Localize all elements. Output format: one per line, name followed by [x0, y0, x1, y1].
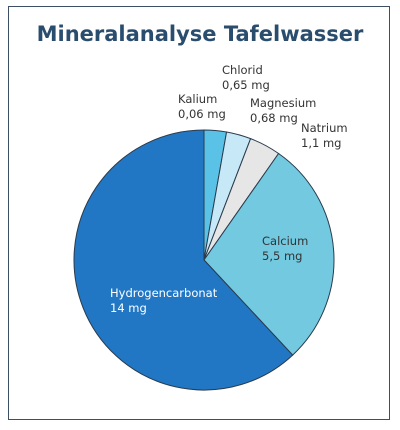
chart-title: Mineralanalyse Tafelwasser — [36, 22, 364, 46]
slice-name-magnesium: Magnesium — [250, 96, 316, 110]
slice-name-natrium: Natrium — [301, 121, 348, 135]
slice-value-natrium: 1,1 mg — [301, 136, 341, 150]
slice-name-hydrogencarbonat: Hydrogencarbonat — [110, 286, 218, 300]
pie-slice-hydrogencarbonat — [73, 129, 294, 391]
slice-name-kalium: Kalium — [178, 92, 217, 106]
slice-value-magnesium: 0,68 mg — [250, 111, 298, 125]
slice-value-chlorid: 0,65 mg — [222, 78, 270, 92]
slice-value-calcium: 5,5 mg — [262, 249, 302, 263]
slice-name-chlorid: Chlorid — [222, 63, 263, 77]
slice-value-hydrogencarbonat: 14 mg — [110, 301, 147, 315]
slice-name-calcium: Calcium — [262, 234, 308, 248]
pie-slice-calcium — [203, 152, 335, 356]
slice-value-kalium: 0,06 mg — [178, 107, 226, 121]
